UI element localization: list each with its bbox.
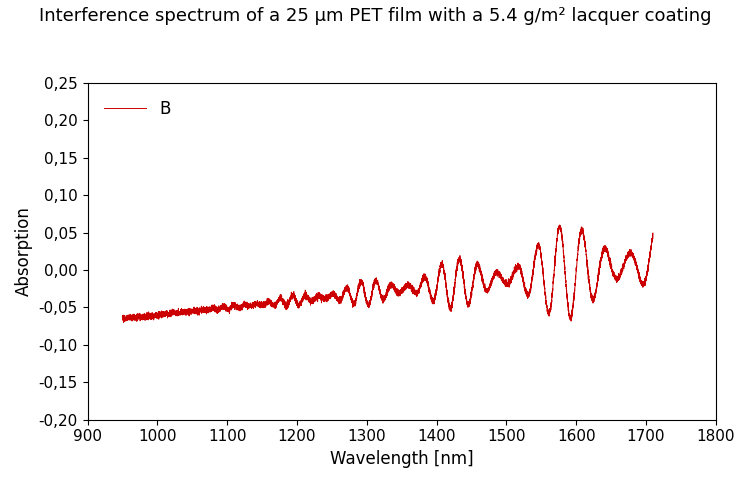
B	[150, 313, 159, 318]
Legend: B: B	[96, 91, 179, 126]
B	[140, 313, 149, 318]
Y-axis label: Absorption: Absorption	[15, 206, 33, 296]
B	[222, 303, 231, 309]
Text: Interference spectrum of a 25 μm PET film with a 5.4 g/m² lacquer coating: Interference spectrum of a 25 μm PET fil…	[39, 7, 711, 25]
B	[120, 317, 129, 323]
X-axis label: Wavelength [nm]: Wavelength [nm]	[330, 450, 473, 468]
B	[119, 320, 128, 326]
B	[118, 313, 127, 319]
B	[377, 296, 386, 301]
B	[555, 222, 564, 228]
B	[620, 260, 629, 266]
B	[649, 230, 658, 236]
Line: B: B	[122, 225, 653, 323]
